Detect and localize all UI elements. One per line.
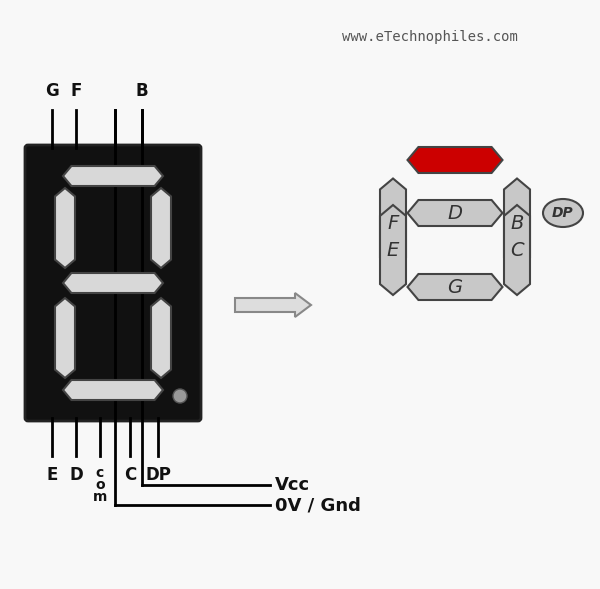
Polygon shape (407, 147, 503, 173)
Polygon shape (55, 188, 75, 268)
Text: E: E (387, 240, 399, 260)
Text: o: o (95, 478, 105, 492)
Text: G: G (45, 82, 59, 100)
Polygon shape (63, 166, 163, 186)
Text: c: c (96, 466, 104, 480)
Text: DP: DP (552, 206, 574, 220)
Text: G: G (448, 277, 463, 296)
Text: 0V / Gnd: 0V / Gnd (275, 496, 361, 514)
Polygon shape (407, 274, 503, 300)
Polygon shape (504, 178, 530, 269)
Polygon shape (151, 188, 171, 268)
Text: D: D (69, 466, 83, 484)
Text: D: D (448, 204, 463, 223)
Text: DP: DP (145, 466, 171, 484)
Text: F: F (388, 214, 398, 233)
Polygon shape (63, 380, 163, 400)
Polygon shape (504, 205, 530, 295)
FancyArrow shape (235, 293, 311, 317)
Polygon shape (151, 298, 171, 378)
Text: C: C (124, 466, 136, 484)
Polygon shape (380, 178, 406, 269)
Text: B: B (136, 82, 148, 100)
Polygon shape (63, 273, 163, 293)
Text: m: m (93, 490, 107, 504)
Text: www.eTechnophiles.com: www.eTechnophiles.com (342, 30, 518, 44)
Text: Vcc: Vcc (275, 476, 310, 494)
Ellipse shape (543, 199, 583, 227)
Polygon shape (55, 298, 75, 378)
Text: E: E (46, 466, 58, 484)
Polygon shape (407, 200, 503, 226)
Polygon shape (380, 205, 406, 295)
FancyBboxPatch shape (25, 145, 201, 421)
Text: B: B (511, 214, 524, 233)
Circle shape (173, 389, 187, 403)
Text: F: F (70, 82, 82, 100)
Text: C: C (510, 240, 524, 260)
